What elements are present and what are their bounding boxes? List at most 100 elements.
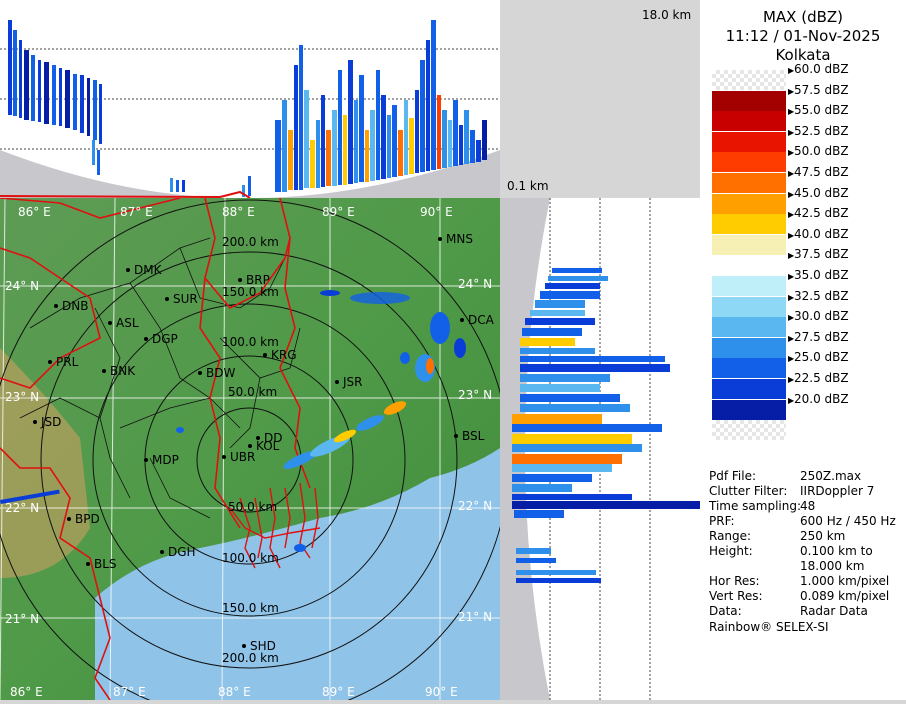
- legend-label: 52.5 dBZ: [794, 123, 849, 138]
- city-dnb: DNB: [62, 299, 88, 313]
- top-cross-section-chart: [0, 20, 500, 199]
- legend-label: 47.5 dBZ: [794, 165, 849, 179]
- legend-label: 45.0 dBZ: [794, 185, 849, 200]
- legend-label: 40.0 dBZ: [794, 226, 849, 241]
- legend-swatch: [712, 214, 786, 235]
- city-dca: DCA: [468, 313, 495, 327]
- info-key: Data:: [709, 604, 742, 618]
- highland-area: [0, 348, 90, 578]
- legend-swatch: [712, 379, 786, 399]
- city-krg: KRG: [271, 348, 297, 362]
- info-key: PRF:: [709, 514, 735, 528]
- legend-label: 32.5 dBZ: [794, 288, 849, 303]
- legend-row: ▶ 57.5 dBZ: [700, 83, 906, 111]
- info-value: 600 Hz / 450 Hz: [800, 514, 896, 528]
- legend-row: ▶ 50.0 dBZ: [700, 144, 906, 173]
- lat-label-21: 21° N: [5, 612, 39, 626]
- legend-row: ▶ 22.5 dBZ: [700, 371, 906, 399]
- legend-row: ▶ 25.0 dBZ: [700, 350, 906, 379]
- legend-swatch: [712, 255, 786, 276]
- legend-swatch: [712, 399, 786, 420]
- legend-swatch: [712, 420, 786, 441]
- legend-row: ▶ 42.5 dBZ: [700, 206, 906, 235]
- sea-area: [95, 448, 500, 700]
- city-mdp: MDP: [152, 453, 179, 467]
- legend-tick-icon: ▶: [788, 107, 795, 117]
- city-prl: PRL: [56, 355, 79, 369]
- legend-row: ▶ 35.0 dBZ: [700, 268, 906, 296]
- info-key: Range:: [709, 529, 752, 543]
- city-dd: DD: [264, 431, 282, 445]
- legend-row: ▶ 27.5 dBZ: [700, 330, 906, 358]
- legend-tick-icon: ▶: [788, 313, 795, 323]
- footer-credit: Rainbow® SELEX-SI: [709, 620, 829, 634]
- info-value: 1.000 km/pixel: [800, 574, 890, 588]
- product-title: MAX (dBZ): [762, 8, 844, 26]
- legend-row: ▶ 40.0 dBZ: [700, 227, 906, 255]
- side-echo: [512, 268, 712, 583]
- range-rings: [0, 199, 500, 700]
- info-key: Hor Res:: [709, 574, 760, 588]
- lon-labels-bottom: 86° E 87° E 88° E 89° E 90° E: [10, 685, 458, 699]
- legend-label: 20.0 dBZ: [794, 391, 849, 406]
- info-value: 18.000 km: [800, 559, 865, 573]
- city-sur: SUR: [173, 292, 198, 306]
- radar-map-panel: 200.0 km 150.0 km 100.0 km 50.0 km 50.0 …: [0, 198, 500, 700]
- info-key: Clutter Filter:: [709, 484, 788, 498]
- side-height-label: 0.1 km: [507, 179, 549, 193]
- city-kol: KOL: [256, 439, 280, 453]
- lat-labels-right: 24° N 23° N 22° N 21° N: [458, 277, 492, 624]
- city-bls: BLS: [94, 557, 117, 571]
- city-ubr: UBR: [230, 450, 255, 464]
- legend-label: 35.0 dBZ: [794, 268, 849, 282]
- legend-row: ▶ 55.0 dBZ: [700, 103, 906, 132]
- lon-label-bottom-86: 86° E: [10, 685, 43, 699]
- info-legend-panel: MAX (dBZ) 11:12 / 01-Nov-2025 Kolkata ▶ 6…: [700, 0, 906, 700]
- city-bpd: BPD: [75, 512, 100, 526]
- city-bnk: BNK: [110, 364, 136, 378]
- legend-swatch: [712, 131, 786, 152]
- city-dgh: DGH: [168, 545, 196, 559]
- station-name: Kolkata: [775, 46, 831, 64]
- lon-label-bottom-90: 90° E: [425, 685, 458, 699]
- legend-row: [700, 420, 906, 441]
- lon-label-90: 90° E: [420, 205, 453, 219]
- district-borders: [19, 237, 301, 519]
- city-jsd: JSD: [40, 415, 61, 429]
- lon-label-86: 86° E: [18, 205, 51, 219]
- lat-label-22: 22° N: [5, 501, 39, 515]
- legend-row: ▶ 52.5 dBZ: [700, 124, 906, 152]
- legend-label: 60.0 dBZ: [794, 62, 849, 76]
- legend-label: 57.5 dBZ: [794, 82, 849, 97]
- legend-row: ▶ 30.0 dBZ: [700, 309, 906, 338]
- legend-label: 50.0 dBZ: [794, 144, 849, 159]
- legend-tick-icon: ▶: [788, 127, 795, 137]
- ring-label-south-200: 200.0 km: [222, 651, 279, 665]
- city-brp: BRP: [246, 273, 270, 287]
- top-border-line: [0, 190, 251, 199]
- ring-label-north-150: 150.0 km: [222, 285, 279, 299]
- lon-label-bottom-88: 88° E: [218, 685, 251, 699]
- info-value: Radar Data: [800, 604, 868, 618]
- legend-tick-icon: ▶: [788, 230, 795, 240]
- legend-swatch: [712, 152, 786, 173]
- ring-label-north-200: 200.0 km: [222, 235, 279, 249]
- lon-label-88: 88° E: [222, 205, 255, 219]
- lon-label-89: 89° E: [322, 205, 355, 219]
- legend-tick-icon: ▶: [788, 189, 795, 199]
- state-borders: [0, 198, 311, 700]
- ring-label-north-100: 100.0 km: [222, 335, 279, 349]
- legend-tick-icon: ▶: [788, 272, 795, 281]
- legend-swatch: [712, 234, 786, 255]
- ring-label-south-100: 100.0 km: [222, 551, 279, 565]
- info-value: IIRDoppler 7: [800, 484, 875, 498]
- top-ground-mask: [0, 150, 500, 199]
- legend-label: 27.5 dBZ: [794, 329, 849, 344]
- legend-row: ▶ 45.0 dBZ: [700, 186, 906, 214]
- info-value: 48: [800, 499, 816, 513]
- top-echo-left: [8, 20, 251, 197]
- legend-swatch: [712, 337, 786, 358]
- product-datetime: 11:12 / 01-Nov-2025: [725, 27, 881, 45]
- info-key: Pdf File:: [709, 469, 757, 483]
- legend-tick-icon: ▶: [788, 86, 795, 96]
